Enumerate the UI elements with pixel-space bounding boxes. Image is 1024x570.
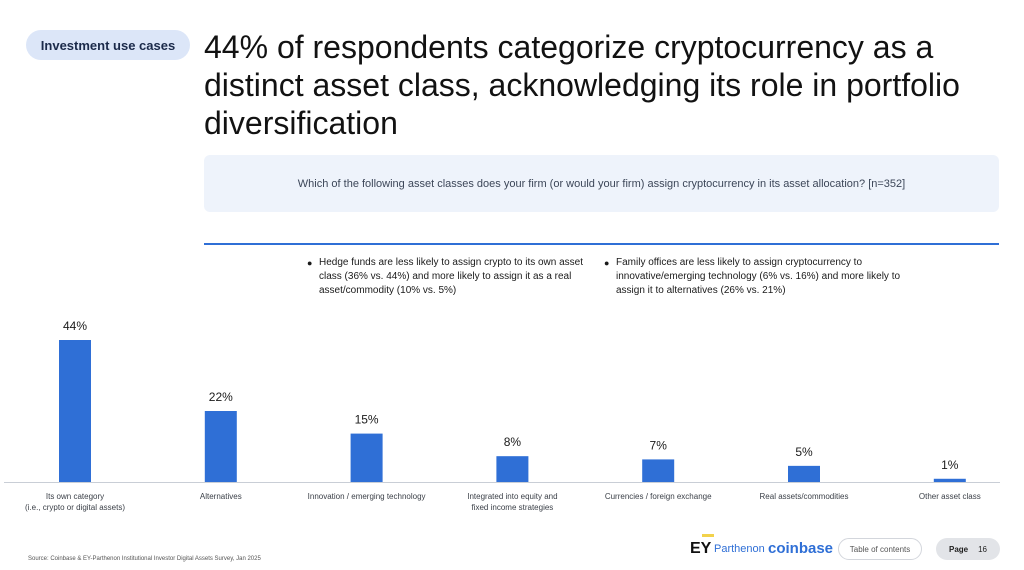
source-note: Source: Coinbase & EY-Parthenon Institut…: [28, 556, 261, 562]
table-of-contents-label: Table of contents: [849, 544, 911, 554]
bar: [933, 478, 966, 482]
bar: [204, 411, 237, 482]
bullet-icon: ●: [307, 258, 313, 268]
data-label: 7%: [650, 438, 668, 452]
data-label: 8%: [504, 435, 522, 449]
category-label: Integrated into equity and: [467, 492, 557, 501]
bullet-icon: ●: [604, 258, 610, 268]
category-label: Currencies / foreign exchange: [605, 492, 712, 501]
category-label: Innovation / emerging technology: [308, 492, 426, 501]
page-number: 16: [978, 544, 988, 554]
ey-logo-bar-icon: [702, 534, 714, 537]
category-label: fixed income strategies: [471, 503, 553, 512]
callout-note-family-offices: ● Family offices are less likely to assi…: [604, 256, 904, 298]
survey-question-text: Which of the following asset classes doe…: [297, 177, 906, 190]
category-label: (i.e., crypto or digital assets): [25, 503, 125, 512]
bar: [350, 433, 383, 482]
data-label: 22%: [209, 390, 233, 404]
page-indicator: Page 16: [936, 538, 1000, 560]
category-label: Other asset class: [919, 492, 981, 501]
table-of-contents-button[interactable]: Table of contents: [838, 538, 922, 560]
page-title: 44% of respondents categorize cryptocurr…: [204, 29, 960, 141]
data-label: 1%: [941, 458, 959, 472]
page-label: Page: [948, 544, 969, 554]
bar: [642, 459, 675, 482]
callout-note-text: Hedge funds are less likely to assign cr…: [319, 257, 584, 296]
category-label: Real assets/commodities: [760, 492, 849, 501]
ey-logo: EY: [690, 540, 712, 557]
parthenon-logo: Parthenon: [714, 543, 765, 555]
bar: [496, 456, 529, 482]
data-label: 15%: [355, 413, 379, 427]
bar-chart: 44% Its own category (i.e., crypto or digi…: [4, 319, 1000, 512]
data-label: 44%: [63, 319, 87, 333]
survey-question-box: Which of the following asset classes doe…: [204, 155, 999, 212]
category-label: Alternatives: [200, 492, 242, 501]
section-label-pill: Investment use cases: [26, 30, 190, 60]
category-label: Its own category: [46, 492, 104, 501]
bar: [59, 340, 91, 482]
section-divider: [204, 243, 999, 245]
callout-note-hedge-funds: ● Hedge funds are less likely to assign …: [307, 256, 597, 298]
bar: [788, 465, 820, 482]
data-label: 5%: [795, 445, 813, 459]
coinbase-logo: coinbase: [768, 540, 834, 557]
callout-note-text: Family offices are less likely to assign…: [616, 257, 901, 296]
